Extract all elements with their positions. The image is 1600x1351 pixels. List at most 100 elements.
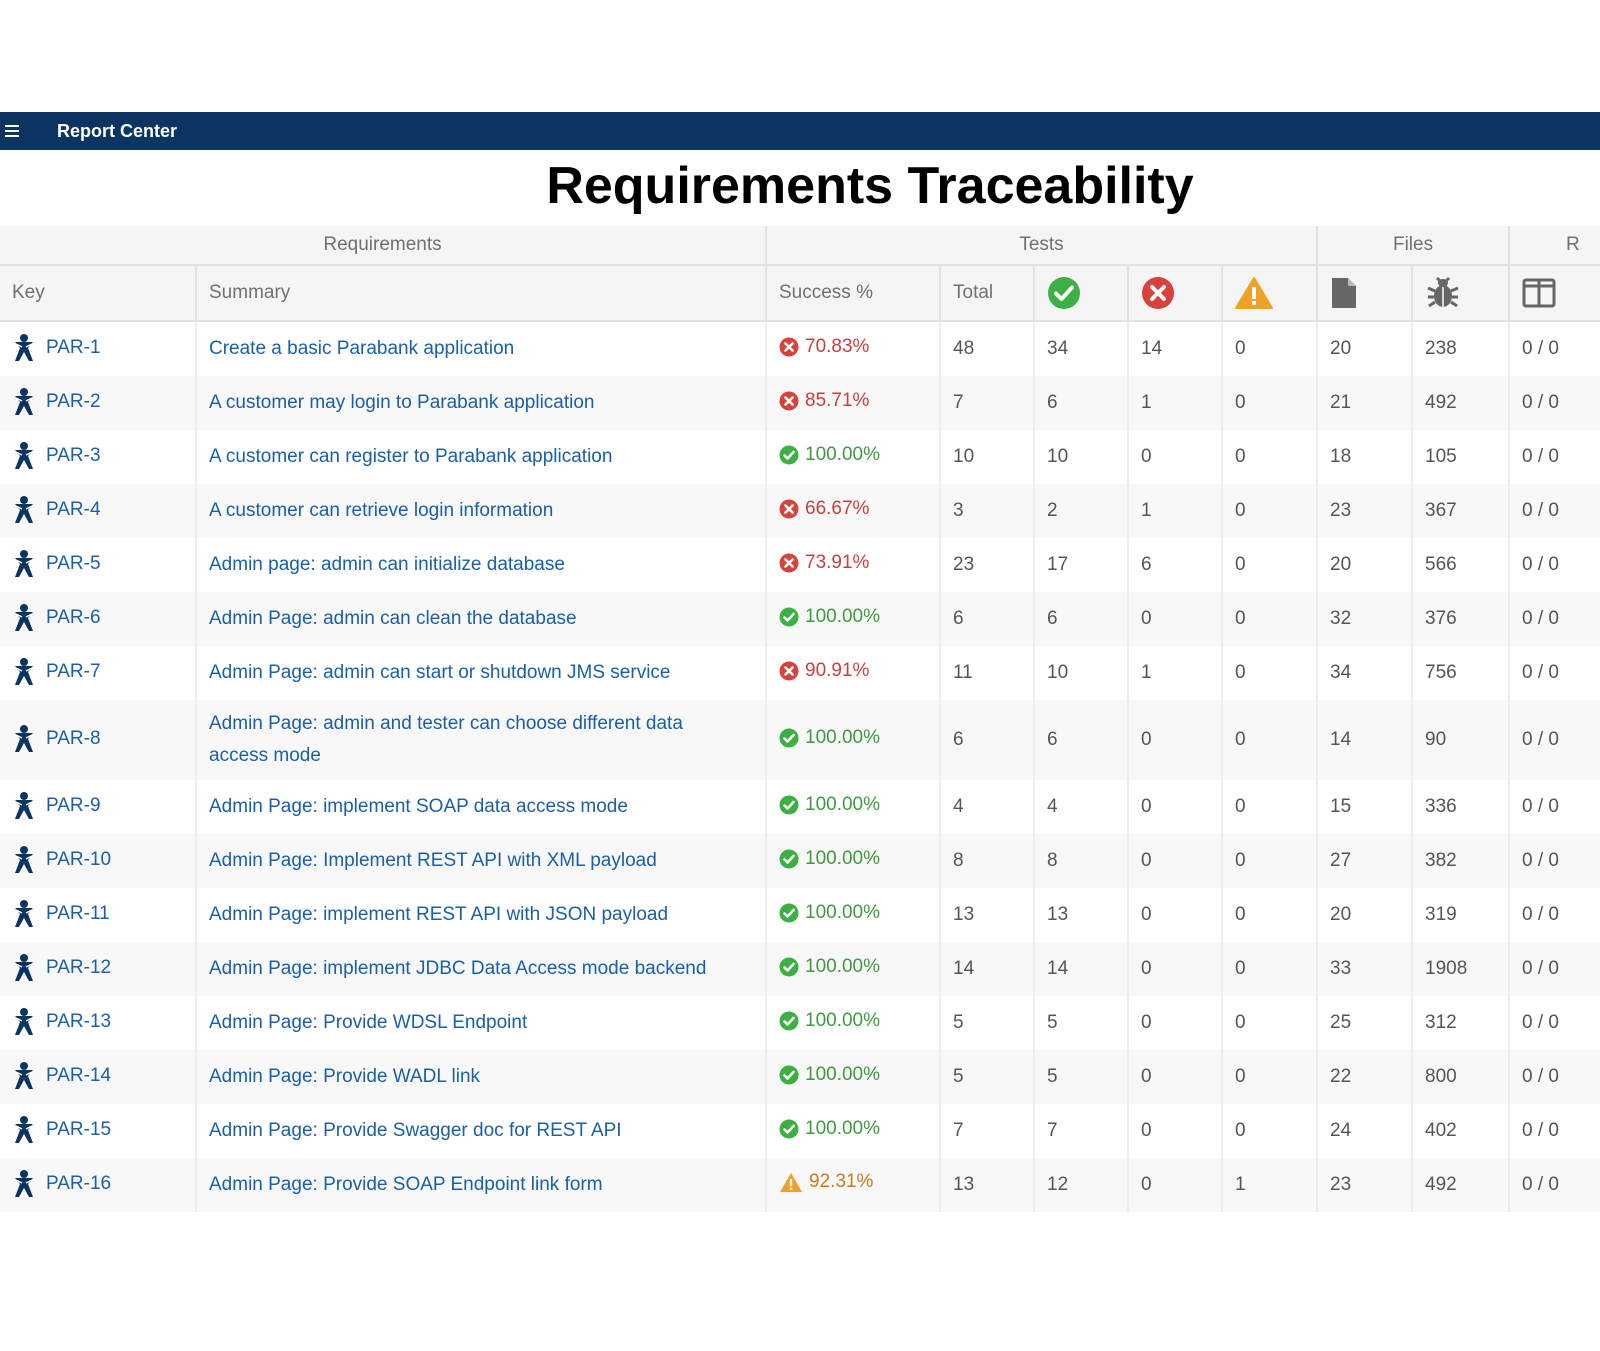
table-row[interactable]: PAR-6 Admin Page: admin can clean the da…: [0, 592, 1600, 646]
tests-incomplete: 0: [1222, 376, 1319, 430]
requirement-key[interactable]: PAR-6: [46, 607, 101, 628]
requirement-key[interactable]: PAR-9: [46, 795, 101, 816]
key-cell[interactable]: PAR-10: [0, 834, 197, 888]
key-cell[interactable]: PAR-16: [0, 1158, 197, 1212]
table-row[interactable]: PAR-11 Admin Page: implement REST API wi…: [0, 888, 1600, 942]
column-header-key[interactable]: Key: [0, 265, 197, 322]
requirement-key[interactable]: PAR-3: [46, 445, 101, 466]
requirement-summary[interactable]: Admin Page: Provide Swagger doc for REST…: [196, 1104, 767, 1158]
requirement-summary[interactable]: Admin Page: Provide WADL link: [196, 1050, 767, 1104]
requirement-key[interactable]: PAR-8: [46, 728, 101, 749]
requirement-person-icon: [15, 658, 33, 685]
success-cell: 100.00%: [766, 592, 941, 646]
files-count: 32: [1317, 592, 1414, 646]
requirement-key[interactable]: PAR-16: [46, 1173, 112, 1194]
table-row[interactable]: PAR-2 A customer may login to Parabank a…: [0, 376, 1600, 430]
warning-triangle-icon: [1235, 277, 1273, 309]
key-cell[interactable]: PAR-15: [0, 1104, 197, 1158]
x-circle-icon: [779, 499, 799, 519]
requirement-key[interactable]: PAR-11: [46, 903, 110, 924]
key-cell[interactable]: PAR-9: [0, 780, 197, 834]
table-row[interactable]: PAR-14 Admin Page: Provide WADL link 100…: [0, 1050, 1600, 1104]
requirement-key[interactable]: PAR-7: [46, 661, 101, 682]
requirement-key[interactable]: PAR-4: [46, 499, 101, 520]
column-header-reviews[interactable]: [1509, 265, 1600, 322]
key-cell[interactable]: PAR-4: [0, 484, 197, 538]
column-header-success[interactable]: Success %: [766, 265, 941, 322]
tests-incomplete: 0: [1222, 592, 1319, 646]
key-cell[interactable]: PAR-7: [0, 646, 197, 700]
requirement-summary[interactable]: Create a basic Parabank application: [196, 321, 767, 376]
hamburger-menu-icon[interactable]: [5, 125, 19, 137]
table-row[interactable]: PAR-9 Admin Page: implement SOAP data ac…: [0, 780, 1600, 834]
table-row[interactable]: PAR-1 Create a basic Parabank applicatio…: [0, 321, 1600, 376]
key-cell[interactable]: PAR-5: [0, 538, 197, 592]
column-header-bugs[interactable]: [1412, 265, 1511, 322]
requirement-summary[interactable]: Admin Page: implement SOAP data access m…: [196, 780, 767, 834]
table-row[interactable]: PAR-16 Admin Page: Provide SOAP Endpoint…: [0, 1158, 1600, 1212]
bugs-count: 402: [1412, 1104, 1511, 1158]
table-row[interactable]: PAR-12 Admin Page: implement JDBC Data A…: [0, 942, 1600, 996]
requirement-person-icon: [15, 1170, 33, 1197]
table-row[interactable]: PAR-7 Admin Page: admin can start or shu…: [0, 646, 1600, 700]
requirement-summary[interactable]: Admin Page: Provide WDSL Endpoint: [196, 996, 767, 1050]
requirement-key[interactable]: PAR-14: [46, 1065, 112, 1086]
requirement-key[interactable]: PAR-2: [46, 391, 101, 412]
requirement-key[interactable]: PAR-1: [46, 337, 101, 358]
requirement-key[interactable]: PAR-15: [46, 1119, 112, 1140]
key-cell[interactable]: PAR-2: [0, 376, 197, 430]
requirement-summary[interactable]: Admin Page: Implement REST API with XML …: [196, 834, 767, 888]
column-header-failed[interactable]: [1128, 265, 1223, 322]
key-cell[interactable]: PAR-13: [0, 996, 197, 1050]
requirement-person-icon: [15, 846, 33, 873]
success-percent: 70.83%: [805, 335, 870, 357]
requirement-summary[interactable]: A customer may login to Parabank applica…: [196, 376, 767, 430]
requirement-summary[interactable]: Admin Page: admin can clean the database: [196, 592, 767, 646]
success-cell: 85.71%: [766, 376, 941, 430]
table-row[interactable]: PAR-3 A customer can register to Paraban…: [0, 430, 1600, 484]
requirement-summary[interactable]: Admin Page: admin can start or shutdown …: [196, 646, 767, 700]
requirement-key[interactable]: PAR-10: [46, 849, 112, 870]
requirement-key[interactable]: PAR-5: [46, 553, 101, 574]
check-circle-icon: [779, 607, 799, 627]
group-header-files: Files: [1317, 226, 1511, 266]
column-header-total[interactable]: Total: [940, 265, 1035, 322]
requirement-summary[interactable]: Admin page: admin can initialize databas…: [196, 538, 767, 592]
column-header-summary[interactable]: Summary: [196, 265, 767, 322]
key-cell[interactable]: PAR-1: [0, 321, 197, 376]
table-row[interactable]: PAR-5 Admin page: admin can initialize d…: [0, 538, 1600, 592]
table-row[interactable]: PAR-15 Admin Page: Provide Swagger doc f…: [0, 1104, 1600, 1158]
check-circle-icon: [779, 1119, 799, 1139]
table-row[interactable]: PAR-13 Admin Page: Provide WDSL Endpoint…: [0, 996, 1600, 1050]
key-cell[interactable]: PAR-6: [0, 592, 197, 646]
bugs-count: 382: [1412, 834, 1511, 888]
column-header-incomplete[interactable]: [1222, 265, 1319, 322]
requirement-summary[interactable]: A customer can retrieve login informatio…: [196, 484, 767, 538]
table-row[interactable]: PAR-4 A customer can retrieve login info…: [0, 484, 1600, 538]
reviews-count: 0 / 0: [1509, 1158, 1600, 1212]
table-row[interactable]: PAR-10 Admin Page: Implement REST API wi…: [0, 834, 1600, 888]
column-header-files[interactable]: [1317, 265, 1414, 322]
key-cell[interactable]: PAR-11: [0, 888, 197, 942]
requirement-summary[interactable]: Admin Page: admin and tester can choose …: [196, 700, 767, 780]
warning-triangle-icon: [779, 1172, 803, 1193]
table-row[interactable]: PAR-8 Admin Page: admin and tester can c…: [0, 700, 1600, 780]
success-percent: 100.00%: [805, 1009, 881, 1031]
column-header-passed[interactable]: [1034, 265, 1129, 322]
key-cell[interactable]: PAR-12: [0, 942, 197, 996]
key-cell[interactable]: PAR-8: [0, 700, 197, 780]
requirement-summary[interactable]: Admin Page: implement REST API with JSON…: [196, 888, 767, 942]
key-cell[interactable]: PAR-3: [0, 430, 197, 484]
requirement-person-icon: [15, 604, 33, 631]
requirement-key[interactable]: PAR-12: [46, 957, 112, 978]
requirement-summary[interactable]: Admin Page: implement JDBC Data Access m…: [196, 942, 767, 996]
requirement-summary[interactable]: Admin Page: Provide SOAP Endpoint link f…: [196, 1158, 767, 1212]
requirement-summary[interactable]: A customer can register to Parabank appl…: [196, 430, 767, 484]
check-circle-icon: [779, 957, 799, 977]
files-count: 33: [1317, 942, 1414, 996]
bugs-count: 492: [1412, 376, 1511, 430]
tests-total: 11: [940, 646, 1035, 700]
success-cell: 100.00%: [766, 942, 941, 996]
key-cell[interactable]: PAR-14: [0, 1050, 197, 1104]
requirement-key[interactable]: PAR-13: [46, 1011, 112, 1032]
